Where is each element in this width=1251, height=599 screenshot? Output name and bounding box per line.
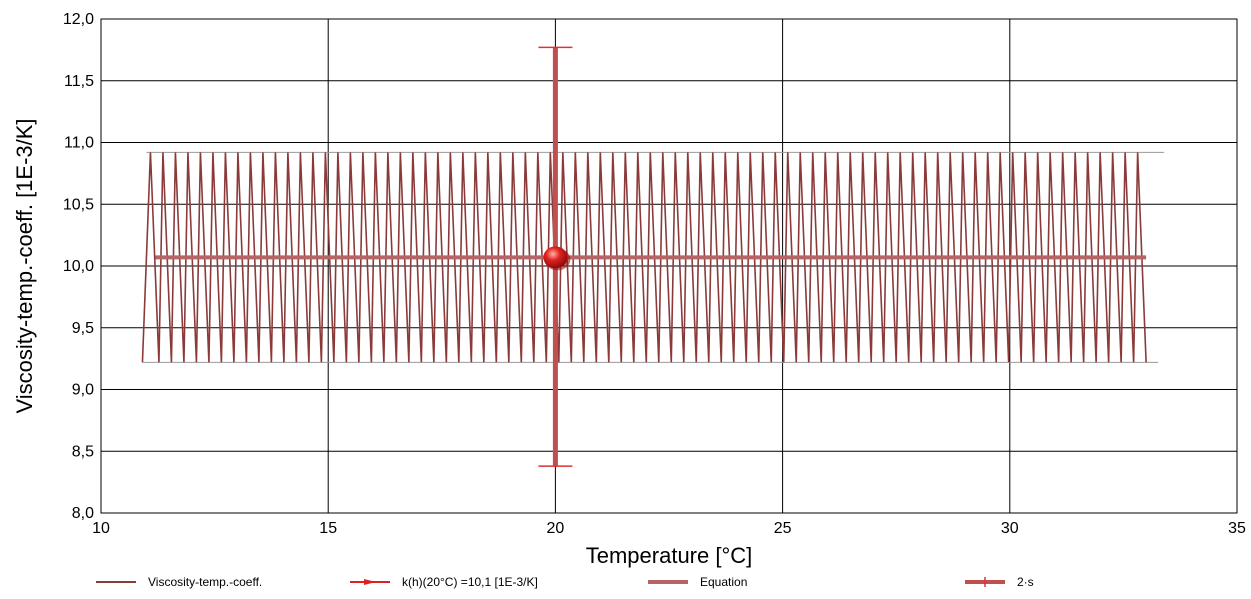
legend-item-band: Viscosity-temp.-coeff.	[96, 575, 262, 589]
x-tick-label: 10	[92, 520, 110, 537]
y-axis-title: Viscosity-temp.-coeff. [1E-3/K]	[12, 118, 37, 413]
y-tick-labels: 8,0 8,5 9,0 9,5 10,0 10,5 11,0 11,5 12,0	[63, 11, 94, 522]
legend-marker	[364, 579, 376, 585]
legend: Viscosity-temp.-coeff. k(h)(20°C) =10,1 […	[96, 575, 1034, 589]
y-tick-label: 8,0	[72, 505, 94, 522]
legend-label: Equation	[700, 575, 747, 589]
x-tick-label: 15	[319, 520, 337, 537]
y-tick-label: 10,5	[63, 196, 94, 213]
legend-label: k(h)(20°C) =10,1 [1E-3/K]	[402, 575, 538, 589]
point-marker	[543, 246, 568, 269]
x-axis-title: Temperature [°C]	[586, 543, 753, 568]
x-tick-label: 30	[1001, 520, 1019, 537]
y-tick-label: 11,0	[64, 135, 94, 152]
legend-label: 2·s	[1017, 575, 1034, 589]
legend-item-point: k(h)(20°C) =10,1 [1E-3/K]	[350, 575, 538, 589]
legend-item-equation: Equation	[648, 575, 747, 589]
legend-item-errorbar: 2·s	[965, 575, 1034, 589]
y-tick-label: 10,0	[63, 258, 94, 275]
legend-label: Viscosity-temp.-coeff.	[148, 575, 262, 589]
k20-point	[543, 246, 571, 271]
x-tick-label: 20	[547, 520, 565, 537]
band-hatch	[141, 152, 1147, 363]
plot-frame	[100, 18, 1238, 514]
x-tick-label: 25	[774, 520, 792, 537]
y-tick-label: 12,0	[63, 11, 94, 28]
y-tick-label: 9,0	[72, 382, 94, 399]
y-tick-label: 8,5	[72, 443, 94, 460]
x-tick-label: 35	[1228, 520, 1246, 537]
grid	[101, 19, 1237, 513]
y-tick-label: 11,5	[64, 73, 94, 90]
y-tick-label: 9,5	[72, 320, 94, 337]
viscosity-band	[141, 151, 1165, 363]
x-tick-labels: 10 15 20 25 30 35	[92, 520, 1246, 537]
